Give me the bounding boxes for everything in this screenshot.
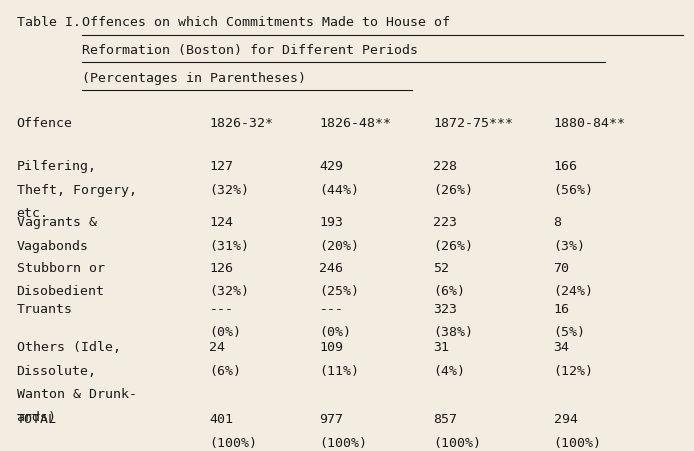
Text: Offence: Offence bbox=[17, 117, 73, 130]
Text: 124: 124 bbox=[210, 216, 233, 229]
Text: (26%): (26%) bbox=[433, 239, 473, 252]
Text: ards): ards) bbox=[17, 410, 56, 423]
Text: (100%): (100%) bbox=[433, 436, 481, 449]
Text: TOTAL: TOTAL bbox=[17, 413, 56, 425]
Text: 24: 24 bbox=[210, 341, 226, 354]
Text: 429: 429 bbox=[319, 160, 344, 173]
Text: Reformation (Boston) for Different Periods: Reformation (Boston) for Different Perio… bbox=[82, 44, 418, 56]
Text: Disobedient: Disobedient bbox=[17, 284, 105, 297]
Text: Others (Idle,: Others (Idle, bbox=[17, 341, 121, 354]
Text: (6%): (6%) bbox=[210, 364, 242, 377]
Text: (11%): (11%) bbox=[319, 364, 359, 377]
Text: 8: 8 bbox=[554, 216, 561, 229]
Text: (5%): (5%) bbox=[554, 325, 586, 338]
Text: 127: 127 bbox=[210, 160, 233, 173]
Text: 52: 52 bbox=[433, 261, 449, 274]
Text: Wanton & Drunk-: Wanton & Drunk- bbox=[17, 387, 137, 400]
Text: 70: 70 bbox=[554, 261, 570, 274]
Text: (12%): (12%) bbox=[554, 364, 593, 377]
Text: 193: 193 bbox=[319, 216, 344, 229]
Text: (26%): (26%) bbox=[433, 183, 473, 196]
Text: (38%): (38%) bbox=[433, 325, 473, 338]
Text: (100%): (100%) bbox=[554, 436, 602, 449]
Text: Dissolute,: Dissolute, bbox=[17, 364, 96, 377]
Text: (20%): (20%) bbox=[319, 239, 359, 252]
Text: 1872-75***: 1872-75*** bbox=[433, 117, 513, 130]
Text: etc.: etc. bbox=[17, 207, 49, 219]
Text: Vagabonds: Vagabonds bbox=[17, 239, 89, 252]
Text: 31: 31 bbox=[433, 341, 449, 354]
Text: Table I.: Table I. bbox=[17, 16, 81, 29]
Text: 166: 166 bbox=[554, 160, 577, 173]
Text: (32%): (32%) bbox=[210, 284, 249, 297]
Text: 126: 126 bbox=[210, 261, 233, 274]
Text: 323: 323 bbox=[433, 302, 457, 315]
Text: (24%): (24%) bbox=[554, 284, 593, 297]
Text: (25%): (25%) bbox=[319, 284, 359, 297]
Text: (32%): (32%) bbox=[210, 183, 249, 196]
Text: 977: 977 bbox=[319, 413, 344, 425]
Text: 16: 16 bbox=[554, 302, 570, 315]
Text: 246: 246 bbox=[319, 261, 344, 274]
Text: (3%): (3%) bbox=[554, 239, 586, 252]
Text: 228: 228 bbox=[433, 160, 457, 173]
Text: 857: 857 bbox=[433, 413, 457, 425]
Text: 34: 34 bbox=[554, 341, 570, 354]
Text: ---: --- bbox=[210, 302, 233, 315]
Text: Pilfering,: Pilfering, bbox=[17, 160, 96, 173]
Text: Truants: Truants bbox=[17, 302, 73, 315]
Text: (4%): (4%) bbox=[433, 364, 465, 377]
Text: (0%): (0%) bbox=[319, 325, 351, 338]
Text: ---: --- bbox=[319, 302, 344, 315]
Text: (Percentages in Parentheses): (Percentages in Parentheses) bbox=[82, 71, 306, 84]
Text: (100%): (100%) bbox=[210, 436, 257, 449]
Text: (0%): (0%) bbox=[210, 325, 242, 338]
Text: Vagrants &: Vagrants & bbox=[17, 216, 96, 229]
Text: Offences on which Commitments Made to House of: Offences on which Commitments Made to Ho… bbox=[82, 16, 450, 29]
Text: 223: 223 bbox=[433, 216, 457, 229]
Text: (100%): (100%) bbox=[319, 436, 367, 449]
Text: (56%): (56%) bbox=[554, 183, 593, 196]
Text: Theft, Forgery,: Theft, Forgery, bbox=[17, 183, 137, 196]
Text: (44%): (44%) bbox=[319, 183, 359, 196]
Text: 401: 401 bbox=[210, 413, 233, 425]
Text: 109: 109 bbox=[319, 341, 344, 354]
Text: 294: 294 bbox=[554, 413, 577, 425]
Text: 1826-32*: 1826-32* bbox=[210, 117, 273, 130]
Text: Stubborn or: Stubborn or bbox=[17, 261, 105, 274]
Text: (31%): (31%) bbox=[210, 239, 249, 252]
Text: (6%): (6%) bbox=[433, 284, 465, 297]
Text: 1826-48**: 1826-48** bbox=[319, 117, 391, 130]
Text: 1880-84**: 1880-84** bbox=[554, 117, 625, 130]
